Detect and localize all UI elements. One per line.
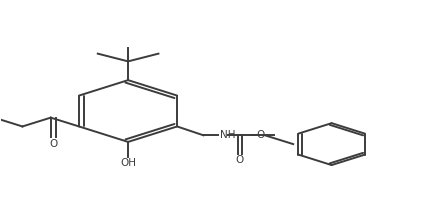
Text: O: O xyxy=(236,155,244,165)
Text: NH: NH xyxy=(219,130,235,140)
Text: OH: OH xyxy=(120,158,136,168)
Text: O: O xyxy=(49,139,57,149)
Text: O: O xyxy=(256,130,264,140)
